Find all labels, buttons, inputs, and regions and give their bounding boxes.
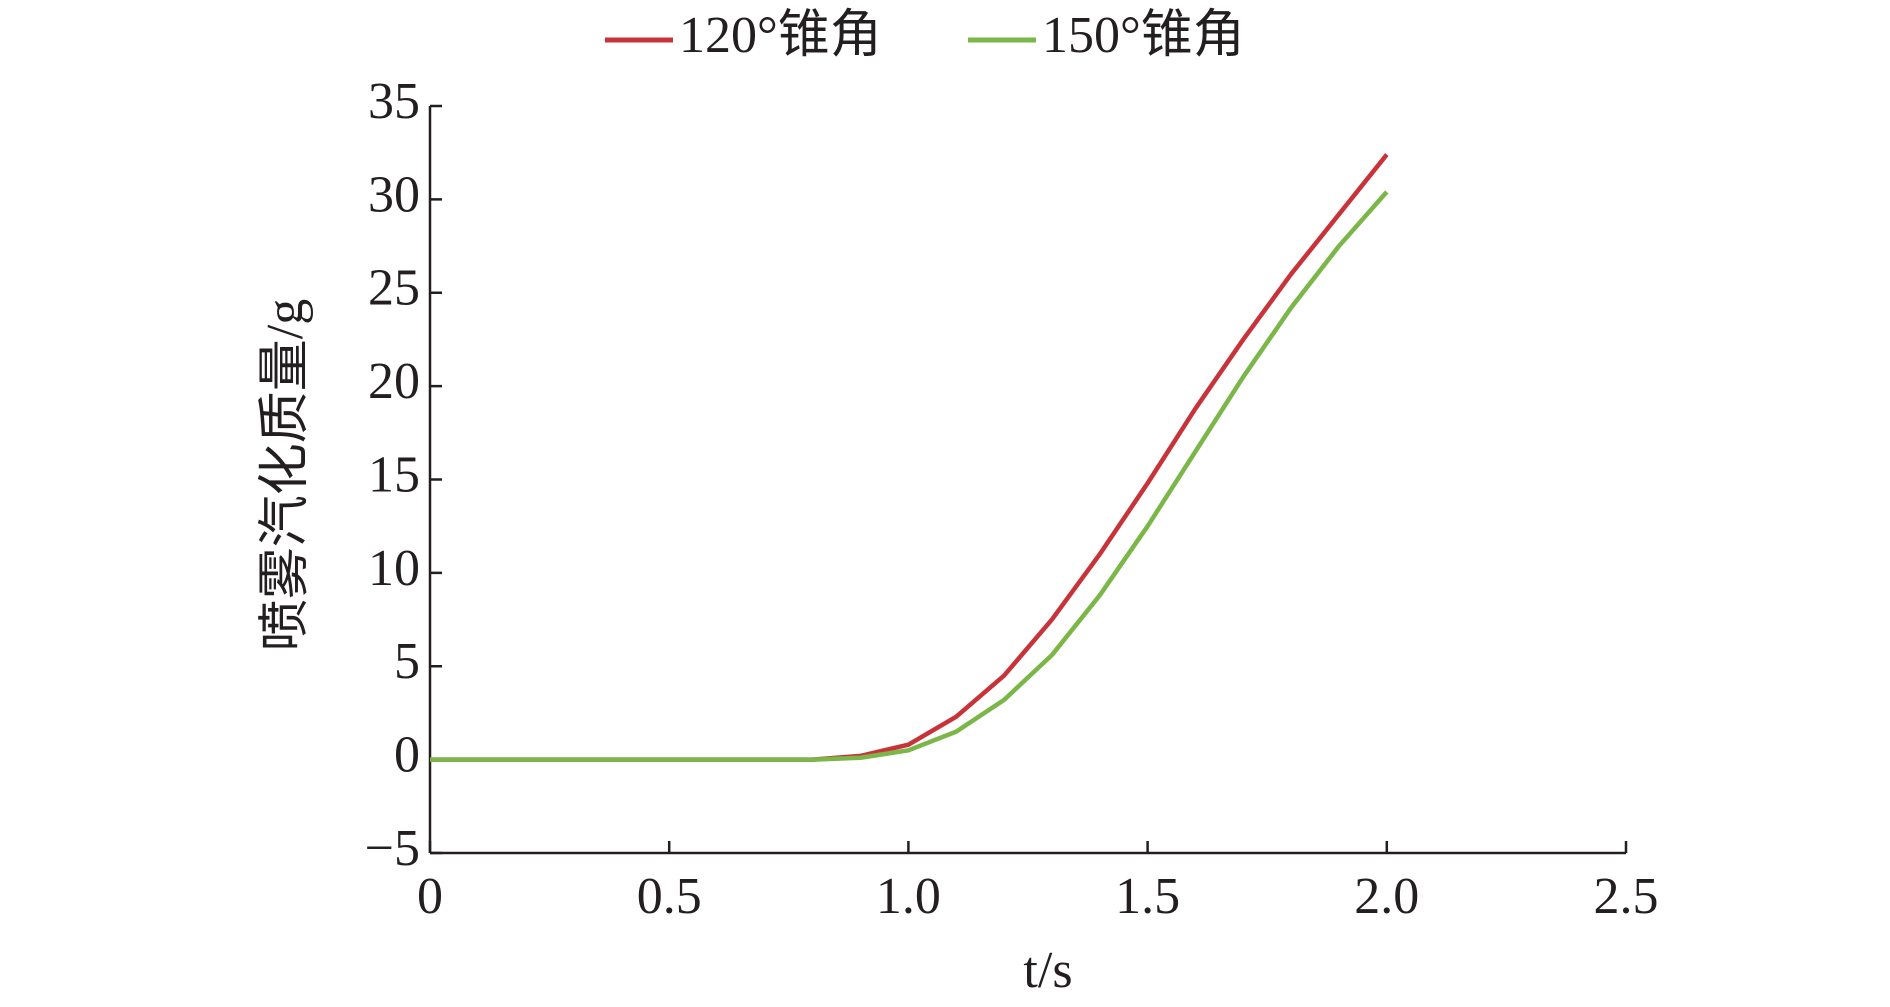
y-tick-label: 25 xyxy=(368,260,420,317)
y-tick-label: 5 xyxy=(394,633,420,690)
x-tick-label: 2.5 xyxy=(1594,868,1659,925)
x-tick-label: 2.0 xyxy=(1354,868,1419,925)
y-tick-label: 20 xyxy=(368,353,420,410)
series-line xyxy=(430,153,1389,762)
legend-label: 120°锥角 xyxy=(679,7,882,64)
x-axis-label: t/s xyxy=(1023,942,1072,999)
series-line xyxy=(430,190,1389,762)
y-axis-label: 喷雾汽化质量/g xyxy=(257,299,314,651)
x-tick-label: 0.5 xyxy=(637,868,702,925)
y-tick-label: 30 xyxy=(368,166,420,223)
x-tick-label: 1.5 xyxy=(1115,868,1180,925)
y-tick-label: 0 xyxy=(394,727,420,784)
y-tick-label: 10 xyxy=(368,540,420,597)
y-tick-label: 15 xyxy=(368,446,420,503)
y-tick-label: 35 xyxy=(368,73,420,130)
x-tick-label: 1.0 xyxy=(876,868,941,925)
legend-label: 150°锥角 xyxy=(1042,7,1245,64)
y-tick-label: −5 xyxy=(365,820,420,877)
x-tick-label: 0 xyxy=(417,868,443,925)
